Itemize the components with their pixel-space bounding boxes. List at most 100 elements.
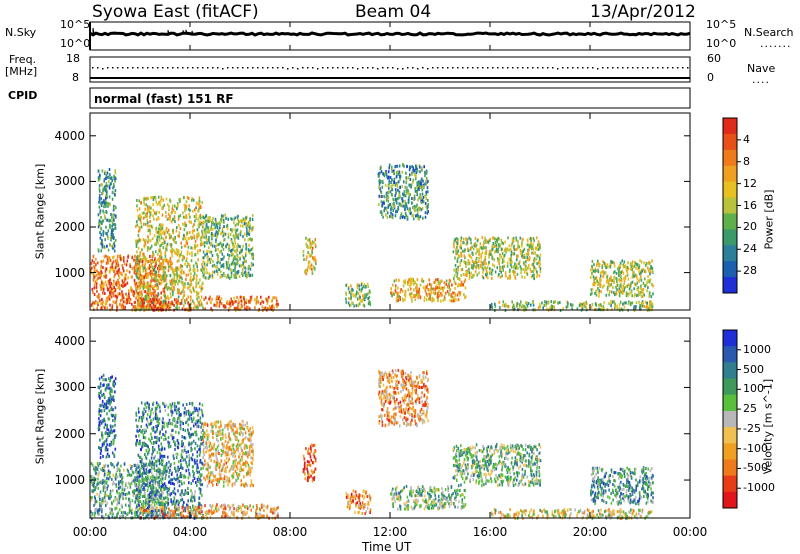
data-cell [244, 218, 246, 222]
data-cell [211, 219, 214, 223]
data-cell [111, 287, 113, 291]
data-cell [647, 275, 649, 278]
data-cell [141, 474, 143, 478]
power-yticks [90, 135, 690, 274]
data-cell [178, 279, 181, 283]
data-cell [421, 192, 424, 196]
data-cell [523, 304, 526, 308]
data-cell [393, 171, 395, 175]
data-cell [99, 299, 101, 303]
data-cell [467, 258, 470, 262]
data-cell [143, 239, 146, 243]
data-cell [126, 468, 129, 472]
data-cell [484, 251, 486, 255]
data-cell [419, 296, 422, 300]
data-cell [144, 290, 147, 294]
data-cell [165, 197, 168, 201]
data-cell [101, 468, 103, 472]
data-cell [100, 220, 102, 224]
data-cell [133, 280, 136, 284]
data-cell [151, 486, 154, 490]
data-cell [226, 266, 228, 270]
data-cell [626, 273, 629, 277]
data-cell [407, 288, 410, 292]
data-cell [347, 301, 350, 305]
data-cell [578, 304, 581, 307]
data-cell [230, 275, 233, 279]
data-cell [106, 244, 108, 248]
data-cell [571, 304, 573, 308]
data-cell [309, 245, 311, 249]
data-cell [165, 296, 168, 300]
data-cell [602, 273, 605, 277]
data-cell [114, 259, 117, 263]
data-cell [165, 303, 167, 307]
data-cell [358, 297, 360, 301]
data-cell [406, 217, 409, 221]
data-cell [474, 236, 477, 240]
data-cell [214, 244, 216, 248]
data-cell [207, 260, 209, 264]
data-cell [116, 260, 119, 264]
data-cell [122, 300, 125, 304]
data-cell [184, 207, 186, 210]
data-cell [138, 207, 141, 211]
data-cell [402, 192, 404, 196]
data-cell [632, 273, 634, 277]
data-cell [142, 287, 145, 290]
data-cell [456, 242, 459, 245]
data-cell [487, 276, 489, 280]
data-cell [98, 512, 100, 516]
data-cell [393, 181, 396, 184]
data-cell [245, 298, 248, 302]
data-cell [109, 203, 111, 207]
data-cell [186, 231, 188, 235]
data-cell [524, 267, 526, 271]
data-cell [184, 223, 186, 227]
data-cell [164, 252, 167, 256]
data-cell [458, 291, 460, 294]
data-cell [311, 251, 313, 254]
data-cell [147, 224, 149, 228]
data-cell [204, 231, 206, 235]
data-cell [124, 483, 127, 487]
data-cell [476, 239, 479, 243]
data-cell [99, 462, 101, 466]
data-cell [348, 297, 350, 300]
data-cell [256, 295, 258, 299]
data-cell [102, 300, 105, 304]
data-cell [438, 294, 441, 298]
data-cell [158, 266, 160, 270]
data-cell [208, 229, 210, 233]
data-cell [447, 285, 450, 289]
data-cell [527, 252, 530, 256]
data-cell [109, 173, 111, 177]
data-cell [133, 492, 135, 496]
data-cell [126, 486, 129, 490]
data-cell [522, 268, 524, 271]
nave-dot [252, 67, 254, 69]
data-cell [129, 464, 132, 468]
data-cell [118, 285, 120, 289]
data-cell [455, 252, 457, 256]
data-cell [598, 294, 600, 298]
data-cell [408, 183, 410, 187]
data-cell [305, 269, 308, 273]
data-cell [244, 300, 246, 304]
data-cell [414, 294, 416, 297]
data-cell [168, 265, 170, 269]
data-cell [191, 286, 194, 290]
nave-dot [607, 67, 609, 69]
data-cell [261, 299, 263, 303]
data-cell [533, 257, 536, 260]
data-cell [520, 300, 522, 304]
nave-dot [222, 68, 224, 70]
data-cell [175, 248, 178, 251]
data-cell [167, 228, 170, 232]
data-cell [111, 508, 113, 512]
data-cell [115, 301, 117, 304]
data-cell [443, 285, 446, 289]
data-cell [204, 271, 206, 275]
data-cell [240, 250, 243, 254]
data-cell [590, 306, 593, 309]
